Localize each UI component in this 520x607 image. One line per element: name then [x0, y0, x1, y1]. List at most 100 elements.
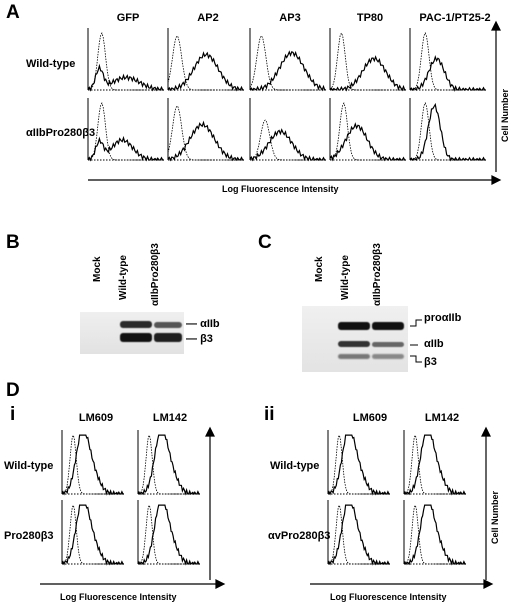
panel-d-histogram-r1-c3-control-trace [403, 504, 466, 565]
panel-d-letter: D [6, 380, 20, 401]
panel-d-histogram-r0-c0 [61, 430, 124, 496]
panel-a-histogram-r1-c1-sample-trace [167, 120, 244, 162]
panel-a-histogram-r1-c1 [167, 98, 244, 162]
panel-a-histogram-r0-c4 [409, 28, 486, 92]
panel-a-histogram-r1-c0 [87, 98, 164, 162]
panel-a-histogram-r1-c4-control-trace [409, 101, 486, 161]
panel-d-histogram-r1-c1-control-trace [137, 504, 200, 565]
panel-a-letter: A [6, 2, 20, 23]
panel-a-histogram-r1-c0-control-trace [87, 102, 164, 161]
panel-a-col-ap3: AP3 [279, 12, 301, 24]
panel-a-histogram-r1-c0-sample-trace [87, 135, 164, 162]
panel-a-histogram-r0-c1-control-trace [167, 35, 244, 91]
panel-d-ii-x-arrow [310, 579, 494, 589]
panel-d-ii-y-arrow [481, 426, 491, 580]
panel-c-band-label-pro: proαIIb [424, 312, 462, 324]
panel-a-row-mutant: αIIbPro280β3 [26, 127, 96, 139]
panel-c-gel [302, 306, 408, 372]
panel-d-histogram-r0-c1-control-trace [137, 434, 200, 495]
panel-d-histogram-r1-c2 [327, 500, 390, 566]
panel-b-band-aiib-wt [120, 321, 152, 328]
panel-d-histogram-r1-c1-sample-trace [137, 504, 200, 566]
panel-c-band-label-aiib: αIIb [424, 338, 444, 350]
panel-a-col-tp80: TP80 [356, 12, 384, 24]
panel-d-histogram-r1-c2-sample-trace [327, 504, 390, 566]
panel-d-histogram-r1-c3 [403, 500, 466, 566]
panel-d-ii-row-wildtype: Wild-type [270, 460, 320, 472]
panel-c-band-aiib-wt [338, 341, 370, 347]
panel-c-band-label-b3: β3 [424, 356, 437, 368]
panel-d-ii-col-lm609: LM609 [352, 412, 388, 424]
panel-c-band-b3-wt [338, 354, 370, 359]
panel-a-histogram-r1-c2 [249, 98, 326, 162]
panel-d-i-letter: i [10, 404, 16, 425]
panel-a-x-axis-label: Log Fluorescence Intensity [222, 184, 339, 194]
panel-d-histogram-r0-c3 [403, 430, 466, 496]
panel-d-i-x-axis-label: Log Fluorescence Intensity [60, 592, 177, 602]
panel-d-ii-x-axis-label: Log Fluorescence Intensity [330, 592, 447, 602]
panel-a-histogram-r1-c3 [329, 98, 406, 162]
panel-d-histogram-r1-c0-control-trace [61, 504, 124, 565]
panel-a-histogram-r1-c1-control-trace [167, 105, 244, 161]
panel-d-histogram-r0-c3-control-trace [403, 434, 466, 495]
panel-d-histogram-r1-c1 [137, 500, 200, 566]
panel-d-histogram-r0-c2-sample-trace [327, 434, 390, 496]
panel-a-row-wildtype: Wild-type [26, 58, 76, 70]
panel-a-histogram-r1-c2-control-trace [249, 119, 326, 161]
panel-a-histogram-r0-c3-sample-trace [329, 55, 407, 92]
panel-a-y-arrow [491, 20, 501, 172]
panel-a-histogram-r0-c4-control-trace [409, 31, 486, 91]
panel-d-i-row-wildtype: Wild-type [4, 460, 54, 472]
panel-a-histogram-r1-c2-sample-trace [249, 128, 326, 162]
panel-d-histogram-r0-c0-control-trace [61, 434, 124, 495]
panel-d-histogram-r0-c2 [327, 430, 390, 496]
panel-a-histogram-r0-c2-control-trace [249, 35, 326, 91]
panel-a-histogram-r0-c3-control-trace [329, 31, 406, 91]
panel-b-band-label-aiib: — αIIb [186, 318, 220, 330]
panel-a-histogram-r1-c3-sample-trace [329, 122, 406, 162]
panel-d-i-row-mutant: Pro280β3 [4, 530, 54, 542]
panel-c-letter: C [258, 232, 272, 253]
panel-a-histogram-r0-c0 [87, 28, 164, 92]
panel-d-ii-row-mutant: αvPro280β3 [268, 530, 331, 542]
panel-d-histogram-r1-c0-sample-trace [61, 504, 124, 566]
panel-b-band-b3-mut [154, 333, 182, 342]
panel-a-histogram-r0-c3 [329, 28, 407, 92]
panel-a-col-gfp: GFP [116, 12, 140, 24]
panel-c-band-pro-mut [372, 322, 404, 330]
panel-a-histogram-r0-c4-sample-trace [409, 55, 486, 92]
panel-d-histogram-r0-c1 [137, 430, 200, 496]
panel-a-histogram-r0-c1-sample-trace [167, 51, 244, 92]
panel-b-band-aiib-mut [154, 322, 182, 328]
panel-a-col-pac1: PAC-1/PT25-2 [419, 12, 491, 24]
panel-d-histogram-r1-c2-control-trace [327, 504, 390, 565]
panel-d-histogram-r0-c3-sample-trace [403, 434, 466, 496]
panel-c-band-aiib-mut [372, 342, 404, 347]
panel-c-band-b3-mut [372, 354, 404, 359]
panel-a-histogram-r0-c2-sample-trace [249, 50, 327, 92]
panel-d-i-y-arrow [205, 426, 215, 580]
panel-c-band-pro-wt [338, 322, 370, 330]
panel-b-band-b3-wt [120, 333, 152, 342]
panel-a-histogram-r1-c4 [409, 98, 486, 162]
panel-a-histogram-r0-c0-control-trace [87, 32, 164, 91]
panel-d-histogram-r0-c1-sample-trace [137, 434, 200, 496]
panel-d-ii-y-axis-label: Cell Number [490, 490, 500, 544]
panel-a-histogram-r1-c4-sample-trace [409, 102, 486, 162]
panel-d-i-col-lm142: LM142 [152, 412, 188, 424]
panel-d-ii-letter: ii [264, 404, 275, 425]
panel-d-histogram-r1-c0 [61, 500, 124, 566]
panel-a-histogram-r1-c3-control-trace [329, 102, 406, 161]
panel-b-letter: B [6, 232, 20, 253]
panel-b-gel [80, 312, 184, 354]
panel-d-histogram-r0-c0-sample-trace [61, 434, 124, 496]
panel-b-band-label-b3: — β3 [186, 333, 213, 345]
panel-a-histogram-r0-c1 [167, 28, 244, 92]
panel-a-col-ap2: AP2 [197, 12, 219, 24]
panel-d-histogram-r1-c3-sample-trace [403, 504, 466, 566]
panel-d-ii-col-lm142: LM142 [424, 412, 460, 424]
panel-a-x-arrow [88, 175, 502, 185]
panel-a-histogram-r0-c0-sample-trace [87, 63, 164, 92]
